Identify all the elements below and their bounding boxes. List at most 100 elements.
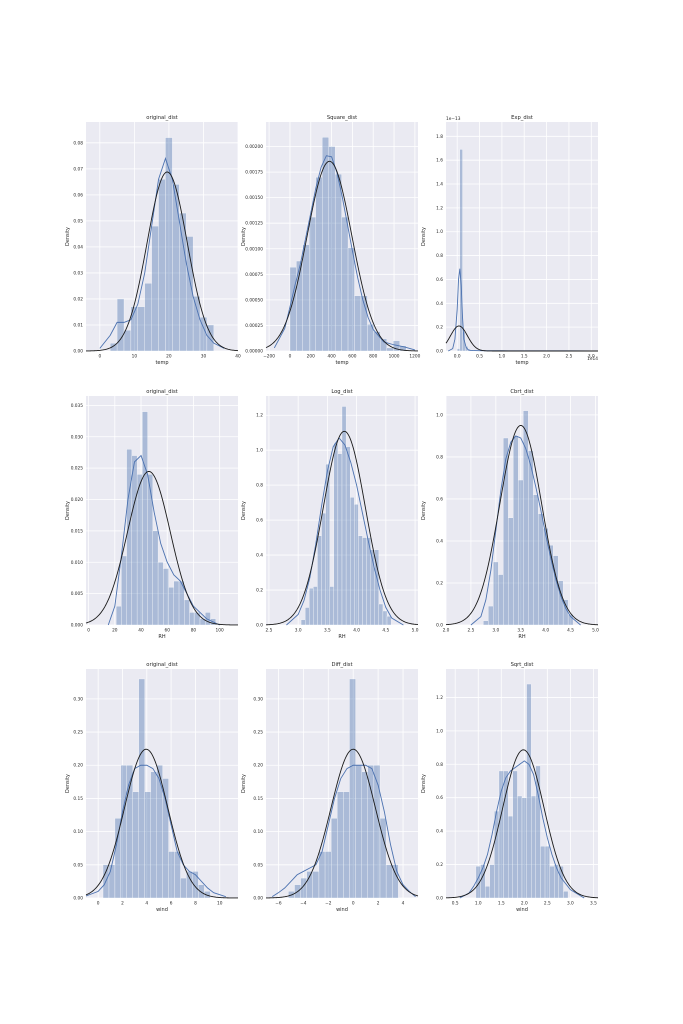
histogram-bar bbox=[540, 846, 546, 899]
y-tick-label: 0.030 bbox=[71, 434, 84, 440]
normal-fit-line bbox=[265, 160, 419, 352]
histogram-bar bbox=[309, 216, 316, 352]
histogram-bar bbox=[198, 884, 205, 899]
subplot-title: original_dist bbox=[146, 389, 177, 395]
y-tick-label: 0.010 bbox=[71, 560, 84, 566]
histogram-bar bbox=[325, 464, 330, 626]
subplot-title: Diff_dist bbox=[331, 662, 352, 668]
y-tick-label: 0.2 bbox=[436, 325, 443, 331]
histogram-bar bbox=[184, 599, 190, 626]
histogram-bar bbox=[392, 864, 399, 899]
subplot-8: −6 −4 −2 0 2 4 0.00 0.05 0.10 0.15 0.20 0.25 0.30 Dif… bbox=[241, 662, 419, 913]
x-tick-label: 5.0 bbox=[412, 628, 419, 634]
histogram-bar bbox=[386, 347, 394, 352]
histogram-bar bbox=[179, 212, 187, 352]
kde-line bbox=[107, 454, 220, 626]
histogram-bar bbox=[349, 678, 356, 899]
histogram-bar bbox=[186, 871, 193, 899]
plot-area bbox=[446, 396, 598, 625]
histogram-bar bbox=[331, 818, 338, 899]
histogram-bar bbox=[337, 791, 344, 899]
histogram-bar bbox=[324, 851, 332, 899]
histogram-bar bbox=[361, 771, 368, 899]
y-tick-label: 0.03 bbox=[73, 270, 83, 276]
y-tick-label: 0.01 bbox=[73, 322, 83, 328]
y-tick-label: 0.05 bbox=[253, 862, 263, 868]
histogram-bar bbox=[341, 406, 347, 626]
histogram-bar bbox=[172, 184, 180, 352]
histogram-bar bbox=[563, 891, 569, 899]
x-axis-label: RH bbox=[518, 634, 525, 640]
histogram-bar bbox=[498, 574, 504, 626]
histogram-bar bbox=[544, 846, 550, 899]
y-tick-label: 0.0 bbox=[256, 623, 263, 629]
x-tick-label: 1000 bbox=[389, 354, 400, 360]
y-tick-label: 1.0 bbox=[256, 448, 263, 454]
x-tick-label: 40 bbox=[235, 354, 241, 360]
y-tick-label: 0.005 bbox=[71, 591, 84, 597]
x-tick-label: 3.0 bbox=[492, 628, 499, 634]
subplot-3: 0.0 0.5 1.0 1.5 2.0 2.5 3.0 0.0 0.2 0.4 0.6 0.8 1.0 1… bbox=[421, 115, 598, 366]
x-tick-label: 3.5 bbox=[324, 628, 331, 634]
y-tick-label: 0.00125 bbox=[245, 221, 263, 227]
y-tick-label: 0.020 bbox=[71, 497, 84, 503]
subplot-6: 2.0 2.5 3.0 3.5 4.0 4.5 5.0 0.0 0.2 0.4 0.6 0.8 1.0 C… bbox=[421, 389, 599, 640]
subplot-5: 2.5 3.0 3.5 4.0 4.5 5.0 0.0 0.2 0.4 0.6 0.8 1.0 1.2 L… bbox=[241, 389, 419, 640]
plot-area bbox=[266, 669, 418, 898]
y-tick-label: 0.30 bbox=[253, 696, 263, 702]
y-tick-label: 0.015 bbox=[71, 528, 84, 534]
y-tick-label: 0.10 bbox=[73, 829, 83, 835]
x-tick-label: 10 bbox=[217, 901, 223, 907]
y-tick-label: 0.00050 bbox=[245, 297, 263, 303]
y-tick-label: 1.2 bbox=[256, 413, 263, 419]
x-tick-label: 100 bbox=[216, 628, 224, 634]
y-tick-label: 1.0 bbox=[436, 728, 443, 734]
kde-line bbox=[459, 760, 585, 899]
histogram-bar bbox=[354, 295, 362, 352]
x-tick-label: 4.0 bbox=[353, 628, 360, 634]
x-tick-label: 2.5 bbox=[544, 901, 551, 907]
kde-line bbox=[99, 157, 225, 349]
subplot-2: −200 0 200 400 600 800 1000 1200 0.00000 0.00025 0… bbox=[241, 115, 421, 366]
x-axis-label: temp bbox=[155, 360, 168, 366]
x-axis-label: temp bbox=[335, 360, 348, 366]
histogram-bar bbox=[152, 530, 159, 626]
x-tick-label: 0 bbox=[352, 901, 355, 907]
y-axis-label: Density bbox=[65, 227, 71, 246]
y-tick-label: 0.06 bbox=[73, 192, 83, 198]
x-tick-label: 800 bbox=[369, 354, 377, 360]
histogram-bar bbox=[156, 765, 163, 899]
histogram-bar bbox=[533, 494, 539, 626]
histogram-bar bbox=[162, 778, 169, 899]
y-tick-label: 0.2 bbox=[436, 580, 443, 586]
histogram-bar bbox=[503, 770, 509, 899]
histogram-bar bbox=[120, 765, 128, 899]
histogram-bar bbox=[194, 612, 201, 626]
x-tick-label: 30 bbox=[201, 354, 207, 360]
histogram-bar bbox=[328, 146, 336, 352]
y-axis-label: Density bbox=[65, 501, 71, 520]
x-tick-label: 0 bbox=[97, 901, 100, 907]
histogram-bar bbox=[480, 864, 486, 899]
x-tick-label: 0 bbox=[289, 354, 292, 360]
histogram-bar bbox=[457, 348, 461, 352]
x-tick-label: −6 bbox=[275, 901, 282, 907]
histogram-bar bbox=[360, 295, 368, 352]
histogram-bar bbox=[309, 588, 314, 626]
subplot-title: original_dist bbox=[146, 662, 177, 668]
histogram-bar bbox=[315, 177, 323, 352]
histogram-bar bbox=[508, 517, 514, 626]
plot-area bbox=[86, 122, 238, 351]
x-tick-label: 3.5 bbox=[590, 901, 597, 907]
histogram-bar bbox=[380, 338, 387, 352]
x-tick-label: 2.5 bbox=[467, 628, 474, 634]
histogram-bar bbox=[138, 678, 145, 899]
histogram-bar bbox=[206, 324, 214, 352]
x-tick-label: 2 bbox=[377, 901, 380, 907]
x-tick-label: 0.5 bbox=[452, 901, 459, 907]
y-tick-label: 0.4 bbox=[256, 553, 263, 559]
histogram-bar bbox=[313, 586, 318, 626]
histogram-bar bbox=[163, 568, 169, 626]
y-tick-label: 0.08 bbox=[73, 140, 83, 146]
subplot-title: Sqrt_dist bbox=[511, 662, 534, 668]
